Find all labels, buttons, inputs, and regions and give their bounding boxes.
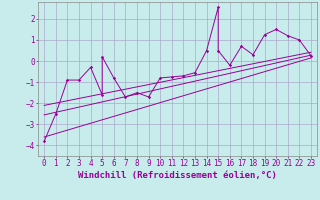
Point — [53, 112, 58, 115]
Point — [227, 64, 232, 67]
Point — [42, 140, 47, 143]
Point — [181, 74, 186, 77]
Point — [216, 49, 221, 52]
Point — [192, 71, 197, 74]
Point — [251, 53, 256, 56]
Point — [88, 66, 93, 69]
Point — [134, 91, 140, 94]
Point — [146, 95, 151, 99]
Point — [308, 54, 314, 57]
Point — [262, 33, 267, 36]
Point — [100, 93, 105, 96]
Point — [158, 76, 163, 80]
Point — [76, 78, 82, 82]
Point — [239, 45, 244, 48]
Point — [285, 34, 290, 37]
Point — [100, 55, 105, 58]
Point — [216, 6, 221, 9]
X-axis label: Windchill (Refroidissement éolien,°C): Windchill (Refroidissement éolien,°C) — [78, 171, 277, 180]
Point — [111, 76, 116, 80]
Point — [274, 28, 279, 31]
Point — [169, 75, 174, 78]
Point — [123, 95, 128, 99]
Point — [65, 78, 70, 82]
Point — [297, 38, 302, 42]
Point — [204, 49, 209, 52]
